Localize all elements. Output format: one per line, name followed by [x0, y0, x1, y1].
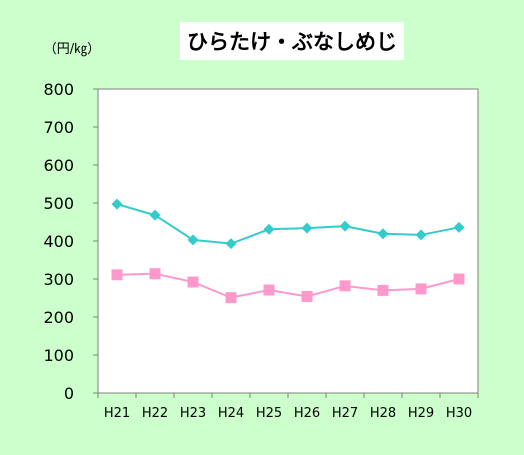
- x-tick-label: H25: [256, 406, 282, 421]
- series-2-point: [225, 292, 237, 304]
- chart-title: ひらたけ・ぶなしめじ: [187, 30, 397, 54]
- series-2-point: [377, 284, 389, 296]
- series-2-point: [149, 268, 161, 280]
- series-2-point: [415, 283, 427, 295]
- x-axis-ticks: H21 H22 H23 H24 H25 H26 H27 H28 H29 H30: [97, 393, 479, 421]
- y-tick-label: 300: [43, 270, 74, 289]
- series-1-point: [111, 198, 123, 210]
- series-2-line: [116, 272, 460, 299]
- x-tick-label: H26: [294, 406, 320, 421]
- series-1-point: [301, 222, 313, 234]
- series-1-point: [339, 220, 351, 232]
- series-1-point: [263, 223, 275, 235]
- series-2-point: [339, 280, 351, 292]
- y-tick-label: 700: [43, 118, 74, 137]
- x-tick-label: H28: [370, 406, 396, 421]
- y-axis-unit-label: （円/㎏）: [44, 42, 100, 57]
- x-tick-label: H24: [218, 406, 244, 421]
- y-tick-label: 600: [43, 156, 74, 175]
- x-tick-label: H27: [332, 406, 358, 421]
- series-2-point: [301, 290, 313, 302]
- y-tick-label: 100: [43, 346, 74, 365]
- x-tick-label: H21: [104, 406, 130, 421]
- y-axis-ticks: 0 100 200 300 400 500 600 700 800: [43, 80, 98, 403]
- x-tick-label: H29: [408, 406, 434, 421]
- series-1-point: [453, 221, 465, 233]
- x-tick-label: H22: [142, 406, 168, 421]
- series-2-point: [187, 276, 199, 288]
- series-1-point: [225, 238, 237, 250]
- series-1-point: [187, 234, 199, 246]
- series-2-point: [263, 284, 275, 296]
- x-tick-label: H30: [446, 406, 472, 421]
- series-1-point: [377, 228, 389, 240]
- series-2-point: [111, 269, 123, 281]
- series-1-point: [149, 209, 161, 221]
- series-2-point: [453, 273, 465, 285]
- y-tick-label: 0: [64, 384, 74, 403]
- plot-area: [97, 88, 479, 394]
- chart-title-box: [180, 22, 404, 60]
- x-tick-label: H23: [180, 406, 206, 421]
- series-1-line: [116, 203, 460, 245]
- series-1-point: [415, 229, 427, 241]
- series-layer: [111, 198, 465, 304]
- y-tick-label: 800: [43, 80, 74, 99]
- y-tick-label: 500: [43, 194, 74, 213]
- y-tick-label: 200: [43, 308, 74, 327]
- y-tick-label: 400: [43, 232, 74, 251]
